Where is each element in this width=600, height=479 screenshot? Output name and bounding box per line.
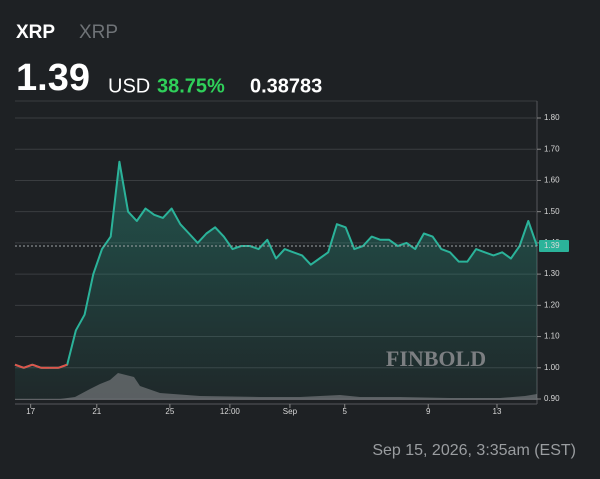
y-tick-label: 1.80 bbox=[544, 113, 560, 122]
watermark: FINBOLD bbox=[386, 346, 486, 371]
down-segment bbox=[23, 363, 33, 369]
y-tick-label: 1.60 bbox=[544, 176, 560, 185]
x-tick-label: 21 bbox=[92, 407, 101, 416]
down-segment bbox=[14, 363, 25, 369]
asset-name: XRP bbox=[79, 22, 118, 43]
timestamp: Sep 15, 2026, 3:35am (EST) bbox=[372, 442, 576, 459]
price-badge-label: 1.39 bbox=[544, 241, 560, 250]
symbol: XRP bbox=[16, 22, 55, 43]
x-tick-label: 5 bbox=[343, 407, 348, 416]
area bbox=[15, 161, 537, 399]
y-tick-label: 1.10 bbox=[544, 332, 560, 341]
price-line bbox=[14, 160, 538, 369]
down-segment bbox=[58, 363, 68, 369]
x-tick-label: 12:00 bbox=[220, 407, 241, 416]
y-tick-label: 1.30 bbox=[544, 269, 560, 278]
x-tick-label: 13 bbox=[493, 407, 502, 416]
plot: 0.901.001.101.201.301.401.501.601.701.80… bbox=[14, 100, 569, 416]
change-percent: 38.75% bbox=[157, 75, 225, 97]
change: 0.38783 bbox=[250, 75, 322, 97]
volume-area bbox=[15, 373, 537, 400]
y-tick-label: 1.20 bbox=[544, 300, 560, 309]
y-tick-label: 0.90 bbox=[544, 394, 560, 403]
y-tick-label: 1.70 bbox=[544, 144, 560, 153]
currency: USD bbox=[108, 75, 150, 97]
y-tick-label: 1.00 bbox=[544, 363, 560, 372]
x-tick-label: 25 bbox=[165, 407, 174, 416]
x-tick-label: 9 bbox=[426, 407, 431, 416]
price: 1.39 bbox=[16, 57, 90, 99]
x-tick-label: Sep bbox=[283, 407, 298, 416]
down-segment bbox=[32, 363, 42, 369]
x-tick-label: 17 bbox=[26, 407, 35, 416]
price-badge bbox=[539, 240, 569, 253]
y-tick-label: 1.50 bbox=[544, 207, 560, 216]
